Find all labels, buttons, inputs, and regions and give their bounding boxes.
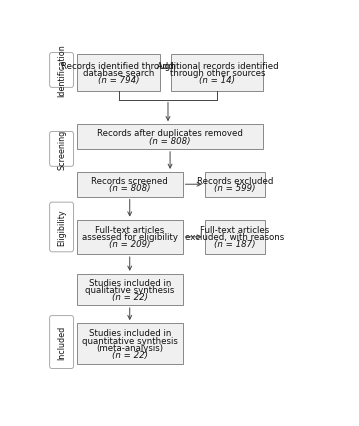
FancyBboxPatch shape xyxy=(77,220,183,254)
FancyBboxPatch shape xyxy=(77,125,263,150)
Text: (n = 794): (n = 794) xyxy=(98,76,139,85)
Text: Full-text articles: Full-text articles xyxy=(95,226,164,235)
Text: (n = 22): (n = 22) xyxy=(112,292,148,301)
Text: Records screened: Records screened xyxy=(91,177,168,186)
FancyBboxPatch shape xyxy=(50,203,74,252)
Text: (n = 808): (n = 808) xyxy=(109,184,150,193)
Text: Records identified through: Records identified through xyxy=(61,62,176,71)
FancyBboxPatch shape xyxy=(50,53,74,88)
Text: Additional records identified: Additional records identified xyxy=(157,62,278,71)
Text: quantitative synthesis: quantitative synthesis xyxy=(82,336,178,345)
Text: Studies included in: Studies included in xyxy=(89,329,171,338)
FancyBboxPatch shape xyxy=(205,173,265,197)
Text: through other sources: through other sources xyxy=(169,69,265,78)
Text: Studies included in: Studies included in xyxy=(89,278,171,287)
FancyBboxPatch shape xyxy=(205,220,265,254)
FancyBboxPatch shape xyxy=(50,316,74,368)
Text: (n = 14): (n = 14) xyxy=(199,76,236,85)
FancyBboxPatch shape xyxy=(77,274,183,305)
Text: (n = 808): (n = 808) xyxy=(149,136,191,145)
Text: assessed for eligibility: assessed for eligibility xyxy=(82,233,178,242)
FancyBboxPatch shape xyxy=(77,323,183,364)
Text: Full-text articles: Full-text articles xyxy=(200,226,269,235)
Text: excluded, with reasons: excluded, with reasons xyxy=(185,233,284,242)
Text: Records after duplicates removed: Records after duplicates removed xyxy=(97,129,243,138)
FancyBboxPatch shape xyxy=(77,173,183,197)
Text: database search: database search xyxy=(83,69,154,78)
Text: Records excluded: Records excluded xyxy=(197,177,273,186)
Text: (n = 599): (n = 599) xyxy=(214,184,256,193)
Text: (meta-analysis): (meta-analysis) xyxy=(96,343,163,352)
Text: Identification: Identification xyxy=(57,44,66,97)
Text: (n = 187): (n = 187) xyxy=(214,240,256,249)
Text: Screening: Screening xyxy=(57,130,66,170)
FancyBboxPatch shape xyxy=(50,132,74,167)
Text: qualitative synthesis: qualitative synthesis xyxy=(85,285,174,294)
Text: Eligibility: Eligibility xyxy=(57,209,66,246)
Text: Included: Included xyxy=(57,325,66,359)
FancyBboxPatch shape xyxy=(77,55,160,92)
Text: (n = 22): (n = 22) xyxy=(112,350,148,359)
Text: (n = 209): (n = 209) xyxy=(109,240,150,249)
FancyBboxPatch shape xyxy=(172,55,263,92)
